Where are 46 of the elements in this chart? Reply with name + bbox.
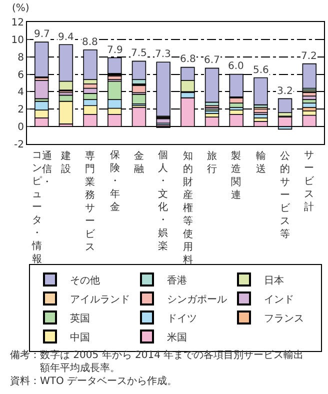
total-label: 9.7 xyxy=(34,29,50,40)
legend-label: シンガポール xyxy=(167,294,227,306)
total-label: 7.5 xyxy=(131,48,147,59)
x-tick-label: 旅行 xyxy=(207,150,217,175)
text: 資料：WTO データベースから作成。 xyxy=(10,375,178,387)
legend-label: ドイツ xyxy=(167,313,197,324)
y-tick-label: 2 xyxy=(18,104,24,116)
legend-label: 日本 xyxy=(264,274,284,286)
total-label: 9.4 xyxy=(58,32,74,43)
total-label: 8.8 xyxy=(82,37,98,48)
total-label: 3.2 xyxy=(277,86,293,97)
legend-label: インド xyxy=(264,294,294,306)
total-label: 7.3 xyxy=(155,49,171,60)
text: 備考：数字は 2005 年から 2014 年までの各項目別サービス輸出額年平均成長率。 xyxy=(10,349,304,374)
legend-label: 香港 xyxy=(167,274,187,286)
x-tick-label: 製造関連 xyxy=(231,150,241,201)
total-label: 6.8 xyxy=(180,54,196,65)
x-tick-label: 金融 xyxy=(134,150,144,175)
y-tick-label: 0 xyxy=(18,122,24,134)
y-tick-label: 8 xyxy=(18,52,24,64)
legend-label: アイルランド xyxy=(70,294,130,306)
y-tick-label: 10 xyxy=(11,34,24,46)
total-label: 6.0 xyxy=(228,61,244,72)
x-tick-label: 建設 xyxy=(60,150,71,175)
x-tick-label: 個人・文化・娯楽 xyxy=(158,150,168,252)
legend-label: 米国 xyxy=(167,331,187,344)
x-tick-label: 輸送 xyxy=(256,150,266,175)
legend-label: 英国 xyxy=(70,312,90,324)
y-tick-label: -2 xyxy=(14,140,24,150)
x-tick-label: 専門業務サービス xyxy=(85,150,96,253)
legend-label: 中国 xyxy=(70,331,90,344)
x-tick-label: 公的サービス等 xyxy=(280,150,291,240)
category-label: 通信・コンピュータ・情報 xyxy=(32,150,52,265)
y-axis-title: (%) xyxy=(12,3,30,14)
category-label: 知的財産権等使用料 xyxy=(183,151,193,266)
x-tick-label: 保険・年金 xyxy=(110,150,120,213)
total-label: 6.7 xyxy=(204,55,220,66)
x-tick-label: サービス計 xyxy=(304,150,315,213)
y-tick-label: 6 xyxy=(18,70,24,81)
total-label: 7.9 xyxy=(107,45,123,56)
total-label: 7.2 xyxy=(301,51,317,62)
total-label: 5.6 xyxy=(253,65,269,76)
y-tick-label: 4 xyxy=(18,87,24,98)
y-tick-label: 12 xyxy=(11,18,24,28)
legend-label: フランス xyxy=(264,313,304,324)
legend-label: その他 xyxy=(70,274,100,286)
